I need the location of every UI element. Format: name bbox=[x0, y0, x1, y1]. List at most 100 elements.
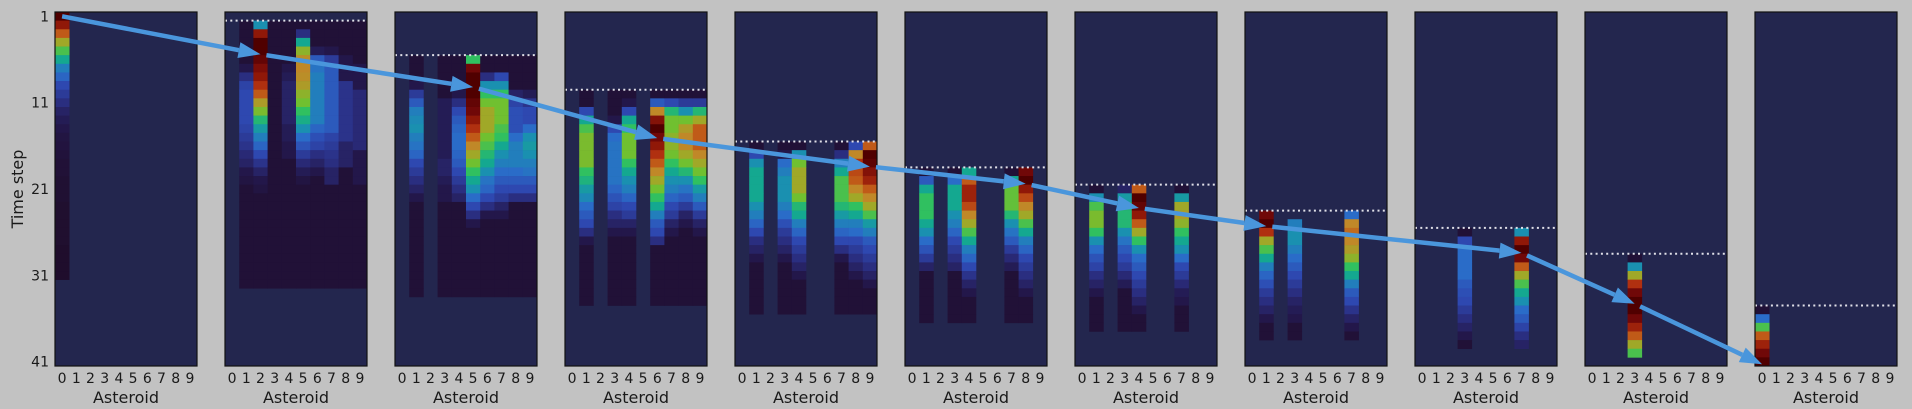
heatmap-cell bbox=[296, 98, 311, 108]
x-tick-label: 2 bbox=[596, 371, 605, 387]
heatmap-cell bbox=[451, 201, 467, 211]
heatmap-cell bbox=[466, 288, 481, 298]
x-tick-label: 9 bbox=[1205, 371, 1214, 387]
heatmap-cell bbox=[862, 210, 878, 220]
heatmap-cell bbox=[451, 253, 467, 263]
heatmap-cell bbox=[1287, 305, 1303, 315]
heatmap-cell bbox=[451, 262, 467, 272]
heatmap-cell bbox=[310, 29, 325, 39]
heatmap-cell bbox=[607, 271, 623, 280]
heatmap-cell bbox=[451, 106, 467, 116]
heatmap-cell bbox=[678, 184, 694, 194]
heatmap-cell bbox=[437, 210, 453, 220]
x-tick-label: 1 bbox=[412, 371, 421, 387]
heatmap-cell bbox=[1457, 262, 1473, 272]
heatmap-cell bbox=[267, 81, 283, 90]
heatmap-cell bbox=[494, 150, 509, 160]
heatmap-cell bbox=[352, 210, 368, 220]
heatmap-cell bbox=[466, 115, 481, 125]
heatmap-cell bbox=[253, 262, 268, 272]
heatmap-cell bbox=[494, 262, 509, 272]
heatmap-cell bbox=[650, 193, 665, 203]
heatmap-cell bbox=[664, 296, 679, 306]
heatmap-cell bbox=[267, 46, 283, 56]
heatmap-cell bbox=[1174, 193, 1189, 203]
heatmap-panel: 0 1 2 3 4 5 6 7 8 9 Asteroid bbox=[1074, 11, 1218, 407]
heatmap-cell bbox=[324, 219, 339, 229]
heatmap-cell bbox=[834, 167, 849, 177]
heatmap-cell bbox=[607, 115, 623, 125]
heatmap-cell bbox=[834, 219, 849, 229]
heatmap-cell bbox=[409, 262, 424, 272]
heatmap-cell bbox=[1344, 288, 1359, 298]
heatmap-cell bbox=[791, 141, 807, 151]
heatmap-cell bbox=[664, 150, 679, 160]
heatmap-cell bbox=[1259, 236, 1274, 246]
x-tick-label: 1 bbox=[1432, 371, 1441, 387]
heatmap-cell bbox=[253, 46, 268, 56]
heatmap-cell bbox=[621, 158, 637, 168]
heatmap-cell bbox=[1018, 201, 1034, 211]
heatmap-cell bbox=[480, 245, 495, 255]
heatmap-cell bbox=[267, 158, 283, 168]
heatmap-cell bbox=[621, 141, 637, 151]
heatmap-cell bbox=[650, 176, 665, 185]
heatmap-cell bbox=[239, 63, 254, 73]
heatmap-cell bbox=[310, 98, 325, 108]
heatmap-cell bbox=[55, 210, 70, 220]
heatmap-cell bbox=[253, 184, 268, 194]
heatmap-cell bbox=[834, 141, 849, 151]
x-tick-label: 2 bbox=[766, 371, 775, 387]
heatmap-cell bbox=[1131, 201, 1147, 211]
heatmap-cell bbox=[480, 55, 495, 65]
heatmap-cell bbox=[678, 176, 694, 185]
heatmap-cell bbox=[352, 219, 368, 229]
x-tick-label: 6 bbox=[653, 371, 662, 387]
heatmap-cell bbox=[678, 193, 694, 203]
heatmap-cell bbox=[607, 193, 623, 203]
heatmap-cell bbox=[1089, 219, 1104, 229]
heatmap-cell bbox=[267, 55, 283, 65]
heatmap-cell bbox=[1755, 331, 1770, 341]
heatmap-cell bbox=[1004, 253, 1019, 263]
heatmap-cell bbox=[607, 176, 623, 185]
heatmap-cell bbox=[919, 296, 934, 306]
heatmap-cell bbox=[267, 245, 283, 255]
heatmap-cell bbox=[1627, 305, 1643, 315]
x-tick-label: 6 bbox=[1163, 371, 1172, 387]
heatmap-cell bbox=[1018, 314, 1034, 324]
heatmap-cell bbox=[579, 158, 594, 168]
heatmap-cell bbox=[1004, 167, 1019, 177]
heatmap-cell bbox=[1004, 245, 1019, 255]
heatmap-cell bbox=[239, 227, 254, 237]
heatmap-cell bbox=[749, 150, 764, 160]
y-tick-label: 11 bbox=[31, 96, 49, 112]
heatmap-cell bbox=[1514, 340, 1529, 350]
heatmap-cell bbox=[55, 132, 70, 142]
y-tick-label: 31 bbox=[31, 268, 49, 284]
heatmap-cell bbox=[253, 271, 268, 280]
x-tick-label: 0 bbox=[58, 371, 67, 387]
heatmap-cell bbox=[692, 193, 708, 203]
heatmap-cell bbox=[522, 63, 538, 73]
heatmap-cell bbox=[480, 132, 495, 142]
heatmap-cell bbox=[522, 271, 538, 280]
heatmap-cell bbox=[862, 253, 878, 263]
heatmap-cell bbox=[749, 271, 764, 280]
heatmap-cell bbox=[621, 150, 637, 160]
heatmap-cell bbox=[338, 20, 354, 30]
heatmap-cell bbox=[848, 245, 864, 255]
heatmap-cell bbox=[834, 253, 849, 263]
heatmap-cell bbox=[961, 184, 977, 194]
heatmap-cell bbox=[692, 201, 708, 211]
heatmap-cell bbox=[947, 253, 963, 263]
heatmap-cell bbox=[579, 245, 594, 255]
heatmap-cell bbox=[281, 115, 297, 125]
heatmap-cell bbox=[324, 132, 339, 142]
heatmap-cell bbox=[281, 271, 297, 280]
heatmap-cell bbox=[480, 124, 495, 134]
heatmap-cell bbox=[848, 253, 864, 263]
heatmap-cell bbox=[55, 115, 70, 125]
heatmap-cell bbox=[1627, 314, 1643, 324]
heatmap-cell bbox=[1344, 271, 1359, 280]
